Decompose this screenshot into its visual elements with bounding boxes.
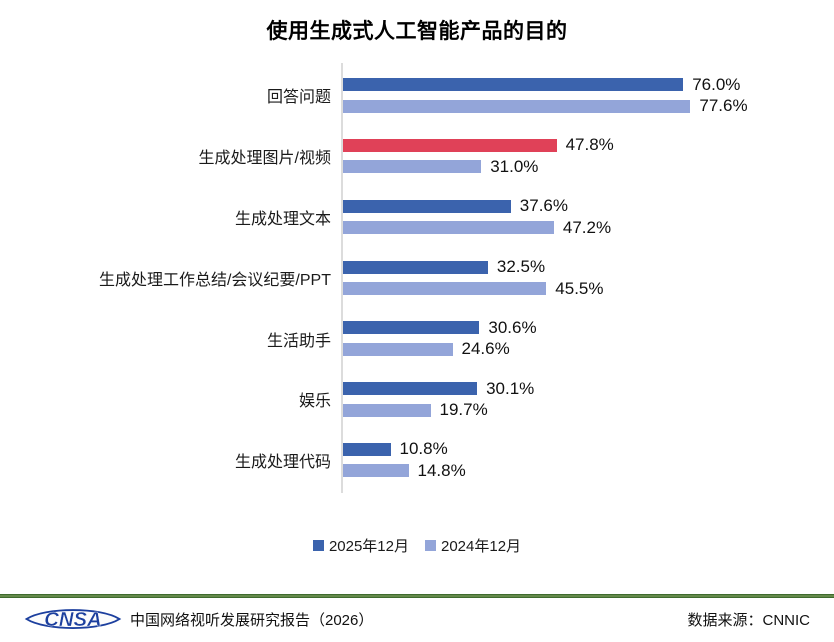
- bar-2024年12月: [342, 464, 409, 478]
- chart-row: 生成处理工作总结/会议纪要/PPT 32.5% 45.5%: [0, 247, 834, 308]
- bar-2024年12月: [342, 99, 691, 113]
- bar-line: 45.5%: [342, 279, 834, 298]
- chart-row: 生成处理文本 37.6% 47.2%: [0, 187, 834, 248]
- bar-2025年12月: [342, 199, 511, 213]
- bar-line: 10.8%: [342, 439, 834, 458]
- bar-line: 47.8%: [342, 135, 834, 154]
- value-label: 30.1%: [486, 378, 535, 398]
- value-label: 19.7%: [439, 400, 488, 420]
- bar-group: 30.6% 24.6%: [342, 308, 834, 369]
- bar-2025年12月: [342, 442, 391, 456]
- bar-line: 32.5%: [342, 257, 834, 276]
- value-label: 30.6%: [488, 317, 537, 337]
- bar-line: 14.8%: [342, 461, 834, 480]
- bar-line: 77.6%: [342, 96, 834, 115]
- cnsa-logo: CNSA: [24, 609, 122, 631]
- legend-label: 2025年12月: [328, 538, 409, 555]
- chart-row: 生成处理代码 10.8% 14.8%: [0, 430, 834, 491]
- value-label: 37.6%: [519, 196, 568, 216]
- category-label: 生成处理图片/视频: [198, 150, 331, 168]
- bar-2025年12月: [342, 382, 478, 396]
- bar-line: 76.0%: [342, 75, 834, 94]
- chart-row: 生成处理图片/视频 47.8% 31.0%: [0, 126, 834, 187]
- data-source-label: 数据来源：CNNIC: [687, 611, 811, 629]
- bar-2024年12月: [342, 221, 554, 235]
- value-label: 77.6%: [699, 96, 748, 116]
- bar-line: 19.7%: [342, 400, 834, 419]
- bar-group: 37.6% 47.2%: [342, 187, 834, 248]
- page-title: 使用生成式人工智能产品的目的: [266, 20, 568, 43]
- cnsa-logo-text: CNSA: [44, 609, 101, 631]
- value-label: 47.8%: [565, 135, 614, 155]
- bar-highlighted: [342, 138, 557, 152]
- category-label: 回答问题: [266, 89, 331, 107]
- legend-swatch: [312, 540, 324, 551]
- bar-group: 76.0% 77.6%: [342, 65, 834, 126]
- chart-row: 生活助手 30.6% 24.6%: [0, 308, 834, 369]
- footer-left: CNSA 中国网络视听发展研究报告（2026）: [24, 604, 373, 634]
- bar-group: 32.5% 45.5%: [342, 247, 834, 308]
- bar-2025年12月: [342, 260, 488, 274]
- legend-item: 2024年12月: [425, 535, 521, 556]
- legend-item: 2025年12月: [312, 535, 409, 556]
- chart-rows: 回答问题 76.0% 77.6% 生成处理图片/视频 47.8% 31.0% 生成处理文本 3…: [0, 65, 834, 491]
- value-label: 76.0%: [692, 74, 741, 94]
- footer-divider: [0, 594, 834, 598]
- category-label: 娱乐: [298, 393, 331, 411]
- value-label: 24.6%: [461, 339, 510, 359]
- value-label: 31.0%: [490, 156, 539, 176]
- bar-line: 31.0%: [342, 157, 834, 176]
- chart-row: 娱乐 30.1% 19.7%: [0, 369, 834, 430]
- bar-2024年12月: [342, 342, 453, 356]
- footer: CNSA 中国网络视听发展研究报告（2026） 数据来源：CNNIC: [24, 602, 810, 636]
- chart-row: 回答问题 76.0% 77.6%: [0, 65, 834, 126]
- bar-group: 30.1% 19.7%: [342, 369, 834, 430]
- value-label: 47.2%: [562, 217, 612, 237]
- value-label: 45.5%: [555, 278, 604, 298]
- bar-line: 30.6%: [342, 318, 834, 337]
- chart-legend: 2025年12月 2024年12月: [0, 535, 834, 556]
- bar-line: 24.6%: [342, 339, 834, 358]
- bar-2025年12月: [342, 78, 684, 92]
- value-label: 10.8%: [399, 439, 448, 459]
- bar-2025年12月: [342, 321, 480, 335]
- bar-line: 30.1%: [342, 379, 834, 398]
- bar-group: 10.8% 14.8%: [342, 430, 834, 491]
- bar-2024年12月: [342, 160, 482, 174]
- category-label: 生成处理文本: [234, 210, 331, 228]
- bar-2024年12月: [342, 282, 547, 296]
- value-label: 14.8%: [417, 460, 466, 480]
- category-label: 生成处理代码: [234, 454, 331, 472]
- bar-2024年12月: [342, 403, 431, 417]
- legend-swatch: [425, 540, 436, 551]
- category-label: 生活助手: [266, 332, 331, 350]
- value-label: 32.5%: [496, 257, 546, 277]
- bar-line: 47.2%: [342, 218, 834, 237]
- bar-line: 37.6%: [342, 196, 834, 215]
- y-axis-line: [341, 63, 343, 493]
- bar-chart: 回答问题 76.0% 77.6% 生成处理图片/视频 47.8% 31.0% 生成处理文本 3…: [0, 63, 834, 493]
- category-label: 生成处理工作总结/会议纪要/PPT: [98, 271, 331, 289]
- report-title: 中国网络视听发展研究报告（2026）: [130, 611, 374, 629]
- legend-label: 2024年12月: [441, 538, 522, 555]
- bar-group: 47.8% 31.0%: [342, 126, 834, 187]
